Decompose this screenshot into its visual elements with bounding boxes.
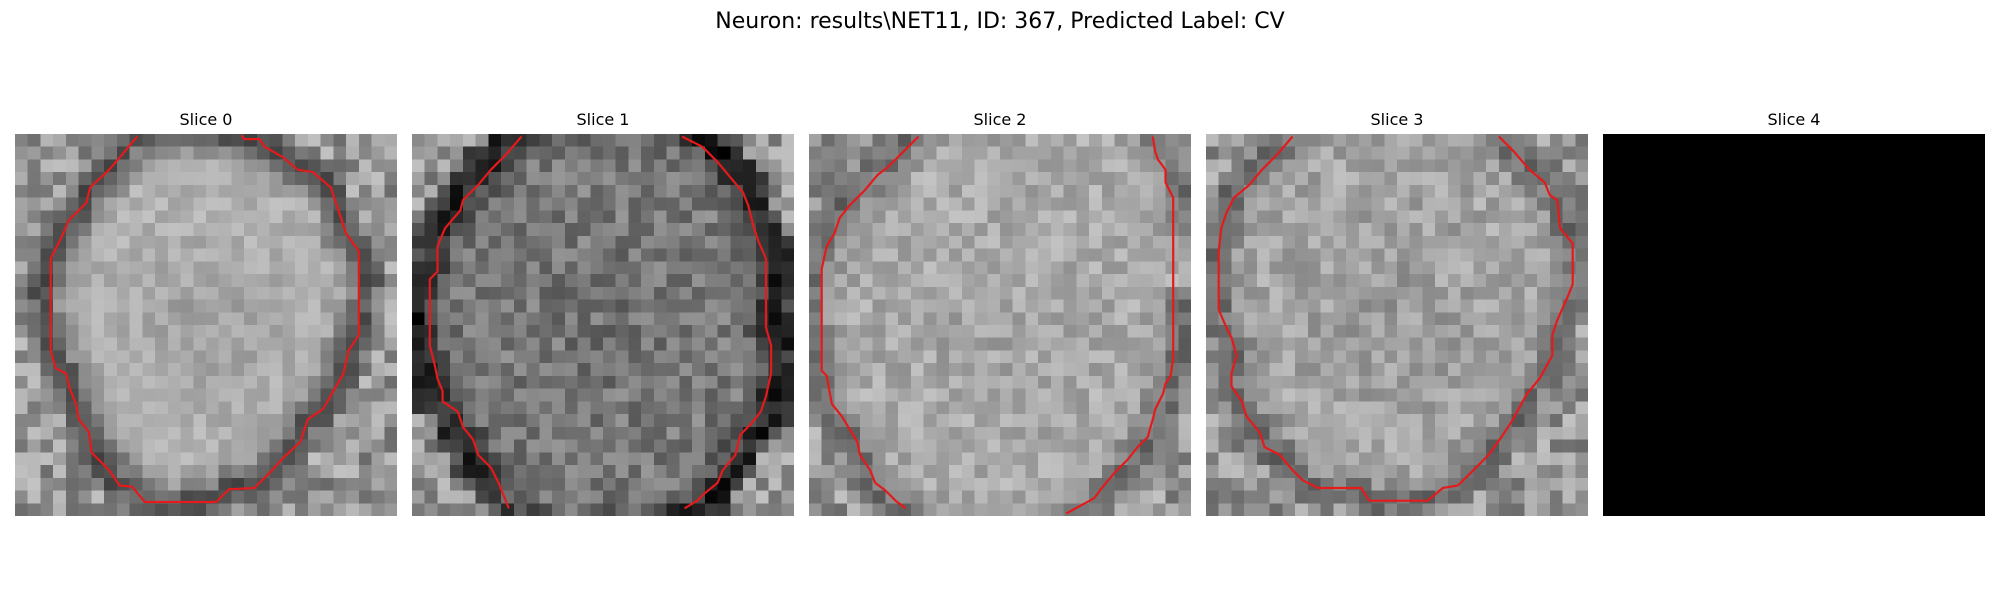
slice-title-4: Slice 4 <box>1767 110 1821 129</box>
slice-panel-2: Slice 2 <box>809 110 1191 516</box>
slice-image-3 <box>1206 134 1588 516</box>
slice-title-1: Slice 1 <box>576 110 630 129</box>
slice-panel-0: Slice 0 <box>15 110 397 516</box>
slice-image-4 <box>1603 134 1985 516</box>
slice-title-2: Slice 2 <box>973 110 1027 129</box>
neuron-contour-1 <box>681 135 773 510</box>
neuron-contour-0 <box>428 135 523 509</box>
figure-title: Neuron: results\NET11, ID: 367, Predicte… <box>715 9 1285 34</box>
slice-title-0: Slice 0 <box>179 110 233 129</box>
slice-image-2 <box>809 134 1191 516</box>
neuron-contour-0 <box>1217 135 1574 502</box>
slice-panel-3: Slice 3 <box>1206 110 1588 516</box>
slice-panel-1: Slice 1 <box>412 110 794 516</box>
slice-image-1 <box>412 134 794 516</box>
slice-panel-4: Slice 4 <box>1603 110 1985 516</box>
slice-title-3: Slice 3 <box>1370 110 1424 129</box>
neuron-contour-0 <box>49 134 360 504</box>
neuron-contour-0 <box>820 135 920 510</box>
slice-image-0 <box>15 134 397 516</box>
neuron-contour-1 <box>1065 136 1175 515</box>
